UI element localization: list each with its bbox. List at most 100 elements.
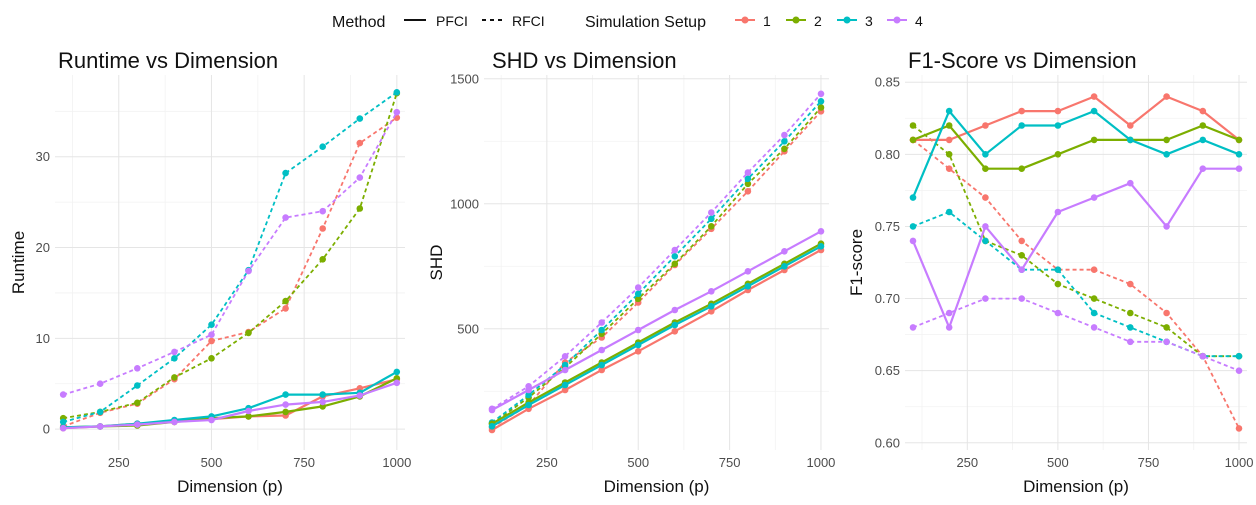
legend-setup-label-1: 1 xyxy=(763,13,771,29)
series-setup-4-pfci xyxy=(488,228,825,414)
data-point xyxy=(634,326,642,334)
f1-panel: F1-Score vs Dimension 250 500 750 1000 0.60 0.… xyxy=(847,48,1253,496)
series-setup-3-rfci xyxy=(488,98,825,426)
data-point xyxy=(982,194,989,201)
legend-setup-label-4: 4 xyxy=(915,13,923,29)
x-tick-label: 250 xyxy=(956,455,978,470)
data-point xyxy=(561,381,569,389)
data-point xyxy=(1018,165,1025,172)
data-point xyxy=(1018,266,1025,274)
x-tick-label: 1000 xyxy=(806,455,835,470)
legend-setup-key-1 xyxy=(735,16,755,24)
data-point xyxy=(945,309,953,317)
data-point xyxy=(598,361,605,369)
data-point xyxy=(1127,309,1134,317)
legend-setup-key-3 xyxy=(837,16,857,24)
data-point xyxy=(598,346,605,354)
x-tick-label: 750 xyxy=(719,455,741,470)
data-point xyxy=(319,255,327,263)
data-point xyxy=(817,90,825,98)
legend-method-label-pfci: PFCI xyxy=(436,13,468,29)
data-point xyxy=(1054,107,1062,115)
data-point xyxy=(356,115,364,122)
data-point xyxy=(634,284,642,291)
x-tick-label: 500 xyxy=(201,455,223,470)
data-point xyxy=(282,297,289,305)
data-point xyxy=(708,308,715,315)
data-point xyxy=(744,175,752,183)
data-point xyxy=(1127,136,1134,144)
data-point xyxy=(671,306,679,314)
data-point xyxy=(1163,151,1170,158)
data-point xyxy=(982,151,989,158)
shd-grid xyxy=(484,75,829,450)
shd-panel: SHD vs Dimension 250 500 750 1000 500 1000 1500… xyxy=(427,48,835,496)
data-point xyxy=(1163,309,1170,317)
series-line xyxy=(911,167,1239,329)
series-line xyxy=(491,93,822,410)
series-line xyxy=(491,242,822,425)
data-point xyxy=(634,341,642,349)
y-tick-label: 1000 xyxy=(450,196,479,211)
series-line xyxy=(63,92,398,420)
data-point xyxy=(1235,425,1243,432)
data-point xyxy=(1235,165,1243,172)
data-point xyxy=(945,151,953,158)
data-point xyxy=(1054,151,1062,158)
f1-chart-title: F1-Score vs Dimension xyxy=(908,48,1137,73)
data-point xyxy=(319,398,327,406)
data-point xyxy=(1235,136,1243,144)
data-point xyxy=(945,208,953,216)
data-point xyxy=(1018,107,1025,115)
data-point xyxy=(982,223,989,230)
data-point xyxy=(1018,237,1025,245)
x-tick-label: 750 xyxy=(1138,455,1160,470)
data-point xyxy=(245,413,252,420)
data-point xyxy=(245,329,252,337)
data-point xyxy=(488,406,496,414)
series-line xyxy=(491,245,822,428)
data-point xyxy=(319,207,327,215)
data-point xyxy=(1090,266,1098,274)
data-point xyxy=(1018,122,1025,129)
data-point xyxy=(171,374,178,381)
data-point xyxy=(208,321,215,329)
y-tick-label: 0.80 xyxy=(875,147,900,162)
data-point xyxy=(744,180,752,188)
data-point xyxy=(245,267,252,275)
data-point xyxy=(598,319,605,326)
data-point xyxy=(59,424,67,432)
data-point xyxy=(96,380,104,388)
data-point xyxy=(1127,179,1134,187)
data-point xyxy=(488,423,496,430)
data-point xyxy=(282,169,289,177)
data-point xyxy=(561,386,569,394)
data-point xyxy=(1163,223,1170,230)
f1-y-axis-label: F1-score xyxy=(847,229,866,296)
data-point xyxy=(134,399,141,407)
data-point xyxy=(781,248,788,255)
data-point xyxy=(909,237,917,245)
data-point xyxy=(208,337,215,345)
x-tick-label: 1000 xyxy=(1225,455,1254,470)
data-point xyxy=(945,107,953,115)
data-point xyxy=(1090,136,1098,144)
data-point xyxy=(1235,367,1243,375)
data-point xyxy=(1127,280,1134,288)
data-point xyxy=(634,290,642,298)
data-point xyxy=(245,407,252,415)
legend-method-label-rfci: RFCI xyxy=(512,13,545,29)
series-line xyxy=(912,124,1240,170)
series-line xyxy=(912,211,1239,358)
data-point xyxy=(319,143,327,150)
data-point xyxy=(1127,122,1134,129)
series-line xyxy=(911,109,1240,199)
data-point xyxy=(909,324,917,331)
series-line xyxy=(491,106,822,425)
x-tick-label: 250 xyxy=(108,455,130,470)
data-point xyxy=(319,225,327,232)
data-point xyxy=(1054,266,1062,274)
data-point xyxy=(96,408,104,416)
data-point xyxy=(1127,338,1134,346)
data-point xyxy=(909,136,917,144)
